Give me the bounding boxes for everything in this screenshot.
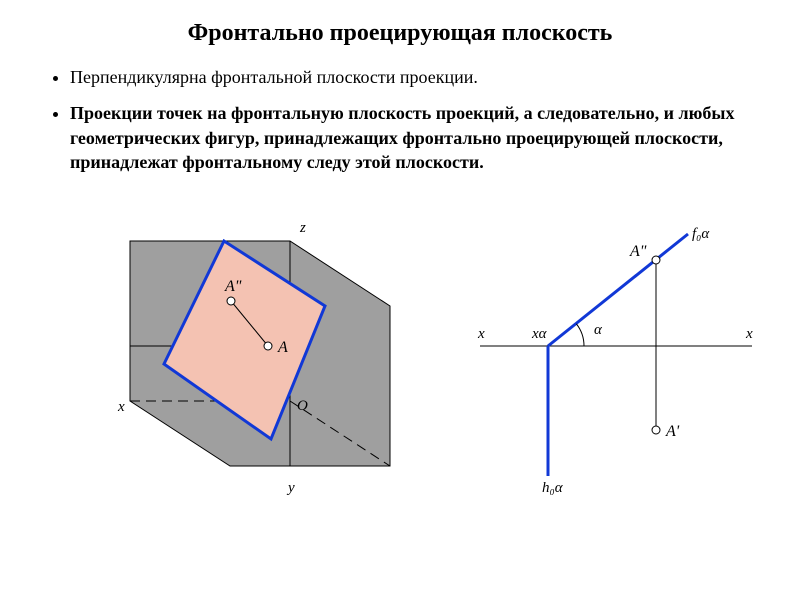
svg-text:x: x: [745, 326, 753, 342]
bullet-1: Перпендикулярна фронтальной плоскости пр…: [70, 65, 750, 89]
svg-text:A: A: [277, 339, 288, 356]
svg-text:O: O: [297, 398, 308, 414]
diagram-3d: A" Az x y O: [70, 186, 430, 506]
bullet-list: Перпендикулярна фронтальной плоскости пр…: [50, 65, 750, 174]
bullet-2: Проекции точек на фронтальную плоскость …: [70, 101, 750, 174]
diagram-area: A" Az x y O x x f₀α h₀α xα α A" A': [50, 186, 750, 526]
svg-text:α: α: [594, 322, 603, 338]
svg-text:A": A": [224, 278, 242, 295]
diagram-epure: x x f₀α h₀α xα α A" A': [460, 216, 760, 496]
svg-text:A": A": [629, 243, 647, 260]
svg-text:A': A': [665, 423, 680, 440]
slide-title: Фронтально проецирующая плоскость: [50, 20, 750, 47]
svg-text:z: z: [299, 220, 306, 236]
svg-text:y: y: [286, 480, 295, 496]
svg-text:xα: xα: [531, 326, 548, 342]
svg-text:x: x: [477, 326, 485, 342]
svg-text:x: x: [117, 399, 125, 415]
svg-text:h₀α: h₀α: [542, 480, 564, 496]
svg-text:f₀α: f₀α: [692, 226, 710, 242]
